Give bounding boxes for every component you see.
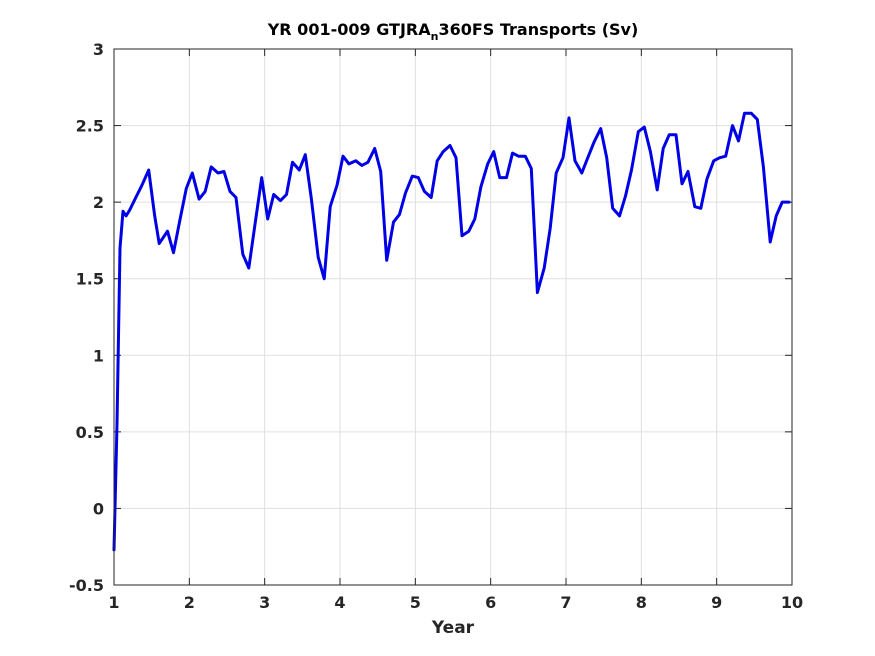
chart-title: YR 001-009 GTJRAn360FS Transports (Sv) — [267, 20, 639, 43]
y-tick-label: -0.5 — [69, 576, 104, 595]
plot-area — [114, 49, 792, 585]
x-axis-label: Year — [431, 618, 475, 638]
y-tick-labels: -0.5 0 0.5 1 1.5 2 2.5 3 — [69, 40, 104, 595]
title-rest: 360FS Transports (Sv) — [438, 20, 638, 39]
y-tick-label: 1 — [93, 346, 104, 365]
x-tick-label: 9 — [711, 593, 722, 612]
x-tick-label: 4 — [334, 593, 345, 612]
x-tick-label: 2 — [184, 593, 195, 612]
y-tick-label: 1.5 — [76, 270, 104, 289]
x-tick-label: 8 — [636, 593, 647, 612]
y-tick-label: 2.5 — [76, 117, 104, 136]
title-subscript: n — [431, 30, 439, 43]
x-tick-label: 6 — [485, 593, 496, 612]
x-tick-label: 10 — [781, 593, 803, 612]
y-tick-label: 0.5 — [76, 423, 104, 442]
y-tick-label: 2 — [93, 193, 104, 212]
axes-box — [113, 48, 793, 586]
series-lines — [112, 111, 791, 552]
title-main: YR 001-009 GTJRA — [267, 20, 432, 39]
x-tick-labels: 1 2 3 4 5 6 7 8 9 10 — [108, 593, 803, 612]
y-tick-label: 0 — [93, 499, 104, 518]
x-tick-label: 5 — [410, 593, 421, 612]
x-tick-label: 7 — [560, 593, 571, 612]
x-tick-label: 3 — [259, 593, 270, 612]
y-tick-label: 3 — [93, 40, 104, 59]
grid-lines — [114, 49, 792, 585]
series-line — [112, 111, 791, 552]
x-tick-label: 1 — [108, 593, 119, 612]
